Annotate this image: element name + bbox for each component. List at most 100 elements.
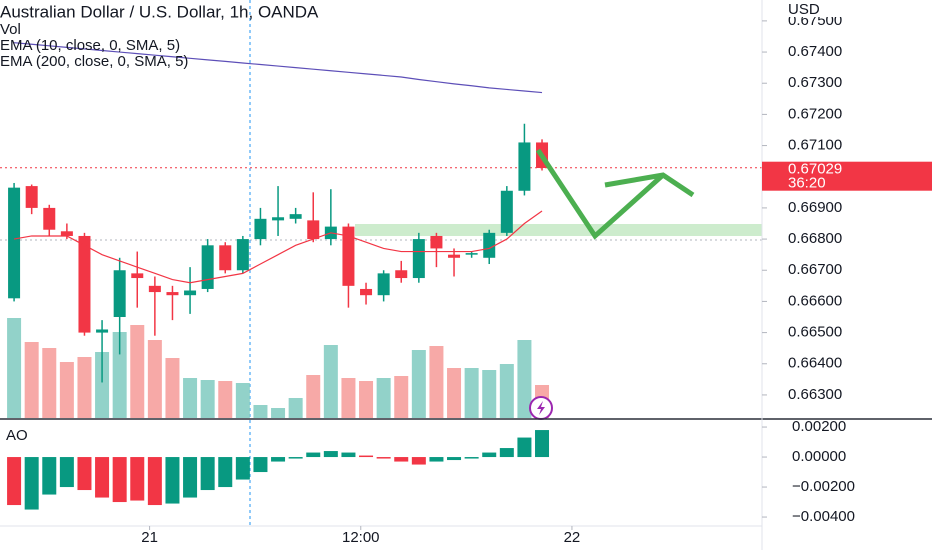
- ao-bar: [306, 452, 321, 458]
- currency-bg: [763, 0, 932, 17]
- volume-bar: [112, 332, 127, 418]
- candle-body: [342, 226, 355, 286]
- x-tick-label: 21: [141, 529, 158, 546]
- candle-body: [377, 273, 390, 296]
- y-tick-label: 0.66800: [788, 230, 842, 247]
- candle-body: [289, 214, 302, 219]
- last-price-box: [762, 161, 932, 191]
- volume-bar: [341, 378, 356, 418]
- volume-bar: [517, 340, 532, 418]
- plot-area: [0, 42, 762, 510]
- y-tick-label: 0.66300: [788, 386, 842, 403]
- candle-body: [236, 239, 249, 271]
- volume-bar: [24, 342, 39, 418]
- candle-body: [131, 273, 144, 279]
- ao-label: AO: [6, 427, 28, 444]
- ao-bar: [482, 452, 497, 458]
- y-tick-label: 0.67100: [788, 137, 842, 154]
- drawing-arrow: [604, 172, 695, 198]
- candle-body: [166, 292, 179, 296]
- ao-bar: [323, 451, 338, 458]
- candle-body: [148, 285, 161, 293]
- y-tick-label: 0.66900: [788, 199, 842, 216]
- ao-bar: [147, 457, 162, 506]
- ao-bar: [341, 452, 356, 458]
- volume-bar: [429, 346, 444, 418]
- lightning: [537, 401, 545, 415]
- ao-bar: [130, 457, 145, 501]
- y-tick-label: 0.66400: [788, 355, 842, 372]
- ao-bar: [499, 448, 514, 458]
- volume-bar: [447, 368, 462, 418]
- legend-volume: Vol: [0, 21, 21, 38]
- y-tick-label: 0.66700: [788, 261, 842, 278]
- candle-body: [500, 190, 513, 233]
- volume-bar: [464, 368, 479, 418]
- volume-bar: [306, 375, 321, 418]
- ao-tick-label: −0.00400: [792, 508, 855, 525]
- candle-body: [25, 186, 38, 208]
- ao-bar: [112, 457, 127, 503]
- volume-bar: [253, 405, 268, 418]
- volume-bar: [218, 381, 233, 418]
- last-price-label: 0.67029: [788, 161, 842, 178]
- candle-body: [360, 288, 373, 296]
- ao-bar: [165, 457, 180, 504]
- ao-bar: [464, 457, 479, 459]
- candle-body: [430, 235, 443, 249]
- volume-bar: [376, 378, 391, 418]
- candle-body: [96, 329, 109, 333]
- volume-bar: [183, 378, 198, 418]
- volume-bar: [130, 325, 145, 418]
- volume-bar: [77, 357, 92, 418]
- ao-bar: [183, 457, 198, 498]
- drawing-path: [535, 148, 665, 240]
- currency: USD: [788, 1, 820, 18]
- ao-bar: [429, 457, 444, 462]
- candle-body: [184, 290, 197, 296]
- volume-bar: [323, 345, 338, 418]
- candle-body: [465, 253, 478, 255]
- ao-bar: [535, 430, 550, 458]
- ema-line: [13, 210, 543, 284]
- volume-bar: [59, 362, 74, 418]
- y-tick-label: 0.66500: [788, 324, 842, 341]
- y-tick-label: 0.67300: [788, 74, 842, 91]
- candle-body: [8, 187, 21, 299]
- ao-bar: [394, 457, 409, 462]
- legend-ema10: EMA (10, close, 0, SMA, 5): [0, 37, 180, 54]
- ao-bar: [411, 457, 426, 465]
- ao-bar: [24, 457, 39, 510]
- ao-tick-label: 0.00000: [792, 448, 846, 465]
- candle-body: [78, 235, 91, 333]
- ao-bar: [288, 457, 303, 459]
- ao-bar: [253, 457, 268, 473]
- x-tick-label: 12:00: [342, 529, 380, 546]
- candle-body: [113, 270, 126, 318]
- ao-tick-label: −0.00200: [792, 478, 855, 495]
- ao-bar: [376, 457, 391, 459]
- volume-bar: [165, 358, 180, 418]
- candle-body: [307, 220, 320, 240]
- volume-bar: [394, 376, 409, 418]
- ao-bar: [7, 457, 22, 506]
- ao-bar: [447, 457, 462, 461]
- candle-body: [201, 245, 214, 289]
- volume-bar: [235, 383, 250, 418]
- legend-ema200: EMA (200, close, 0, SMA, 5): [0, 53, 188, 70]
- axes: 0.66300 0.66400 0.66500 0.66600 0.66700 0.668…: [141, 12, 932, 546]
- candle-body: [219, 245, 232, 271]
- candle-body: [254, 218, 267, 240]
- volume-bar: [288, 398, 303, 418]
- ao-bar: [42, 457, 57, 495]
- x-tick-label: 22: [564, 529, 581, 546]
- ao-bar: [271, 457, 286, 462]
- ao-bar: [235, 457, 250, 480]
- ao-bar: [59, 457, 74, 488]
- ao-bar: [200, 457, 215, 491]
- volume-bar: [499, 364, 514, 418]
- volume-bar: [147, 340, 162, 418]
- candle-body: [395, 270, 408, 279]
